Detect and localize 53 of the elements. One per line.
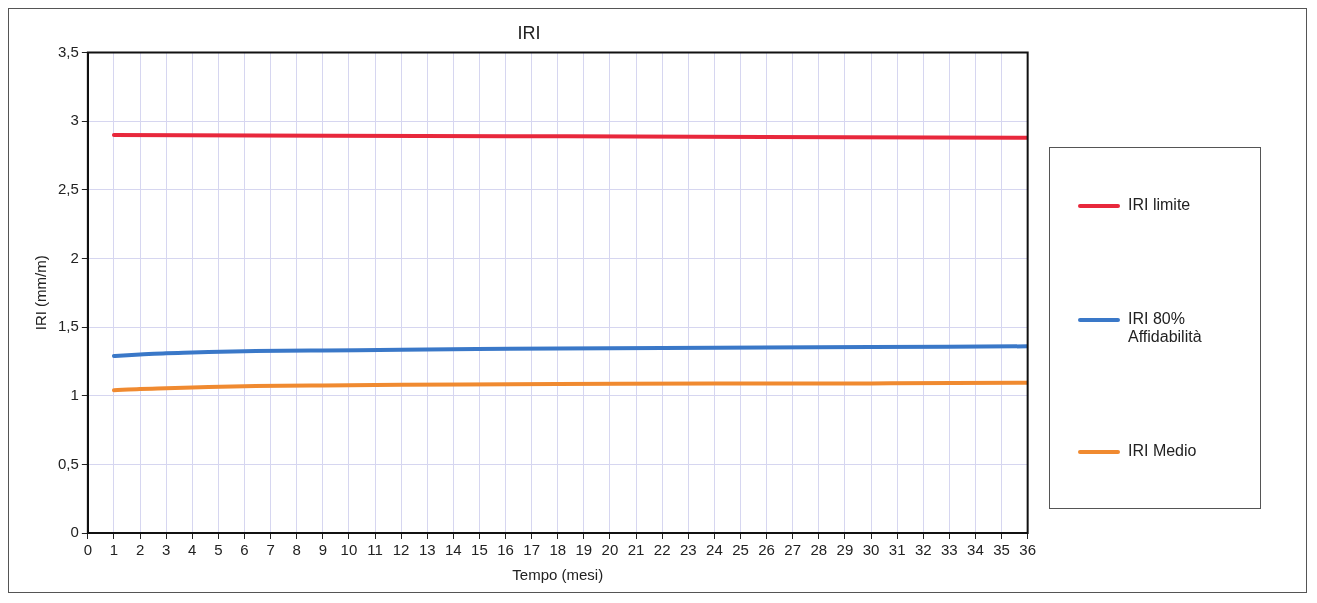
x-tick-label: 22 bbox=[653, 541, 671, 559]
x-tick-label: 10 bbox=[340, 541, 358, 559]
x-tick-label: 6 bbox=[240, 541, 249, 559]
x-tick-label: 7 bbox=[266, 541, 275, 559]
line-series bbox=[111, 380, 1028, 393]
x-tick-label: 3 bbox=[162, 541, 171, 559]
x-tick-label: 30 bbox=[862, 541, 880, 559]
x-tick-label: 21 bbox=[627, 541, 645, 559]
x-tick-label: 36 bbox=[1019, 541, 1036, 559]
x-tick-label: 27 bbox=[784, 541, 802, 559]
chart-title: IRI bbox=[517, 22, 541, 43]
x-tick-label: 4 bbox=[188, 541, 197, 559]
y-tick-label: 3 bbox=[70, 111, 79, 129]
y-tick-label: 2,5 bbox=[57, 180, 79, 197]
x-tick-label: 33 bbox=[941, 541, 958, 559]
y-tick-label: 0,5 bbox=[57, 454, 79, 472]
y-tick-label: 2 bbox=[70, 248, 79, 266]
line-series bbox=[111, 344, 1028, 358]
x-tick-label: 13 bbox=[418, 541, 436, 559]
x-tick-label: 17 bbox=[523, 541, 540, 559]
x-tick-label: 16 bbox=[497, 541, 514, 559]
x-tick-label: 2 bbox=[135, 541, 145, 559]
y-tick-label: 1 bbox=[70, 385, 79, 403]
x-tick-label: 29 bbox=[836, 541, 854, 559]
legend-label: IRI 80% Affidabilità bbox=[1128, 310, 1203, 346]
x-axis-title: Tempo (mesi) bbox=[512, 566, 604, 584]
x-tick-label: 24 bbox=[706, 541, 723, 559]
x-tick-label: 8 bbox=[292, 541, 301, 559]
x-tick-label: 20 bbox=[601, 541, 619, 559]
x-tick-label: 31 bbox=[888, 541, 906, 559]
x-tick-label: 18 bbox=[549, 541, 567, 559]
x-tick-label: 25 bbox=[732, 541, 749, 559]
x-tick-label: 1 bbox=[109, 541, 119, 559]
y-tick-label: 0 bbox=[70, 523, 79, 541]
x-tick-label: 5 bbox=[214, 541, 223, 559]
legend-label: IRI Medio bbox=[1128, 442, 1198, 460]
x-tick-label: 15 bbox=[471, 541, 488, 559]
y-tick-label: 1,5 bbox=[57, 317, 79, 335]
x-tick-label: 12 bbox=[392, 541, 410, 559]
x-tick-label: 34 bbox=[967, 541, 984, 559]
x-tick-label: 35 bbox=[993, 541, 1010, 559]
x-tick-label: 9 bbox=[318, 541, 327, 559]
y-axis-title: IRI (mm/m) bbox=[32, 255, 50, 331]
x-tick-label: 11 bbox=[367, 541, 383, 559]
legend-label: IRI limite bbox=[1128, 196, 1192, 214]
x-tick-label: 0 bbox=[83, 541, 93, 559]
x-tick-label: 23 bbox=[679, 541, 697, 559]
x-tick-label: 14 bbox=[444, 541, 462, 559]
x-tick-label: 26 bbox=[758, 541, 775, 559]
y-tick-label: 3,5 bbox=[57, 42, 79, 60]
x-tick-label: 28 bbox=[810, 541, 828, 559]
x-tick-label: 19 bbox=[575, 541, 593, 559]
x-tick-label: 32 bbox=[914, 541, 932, 559]
